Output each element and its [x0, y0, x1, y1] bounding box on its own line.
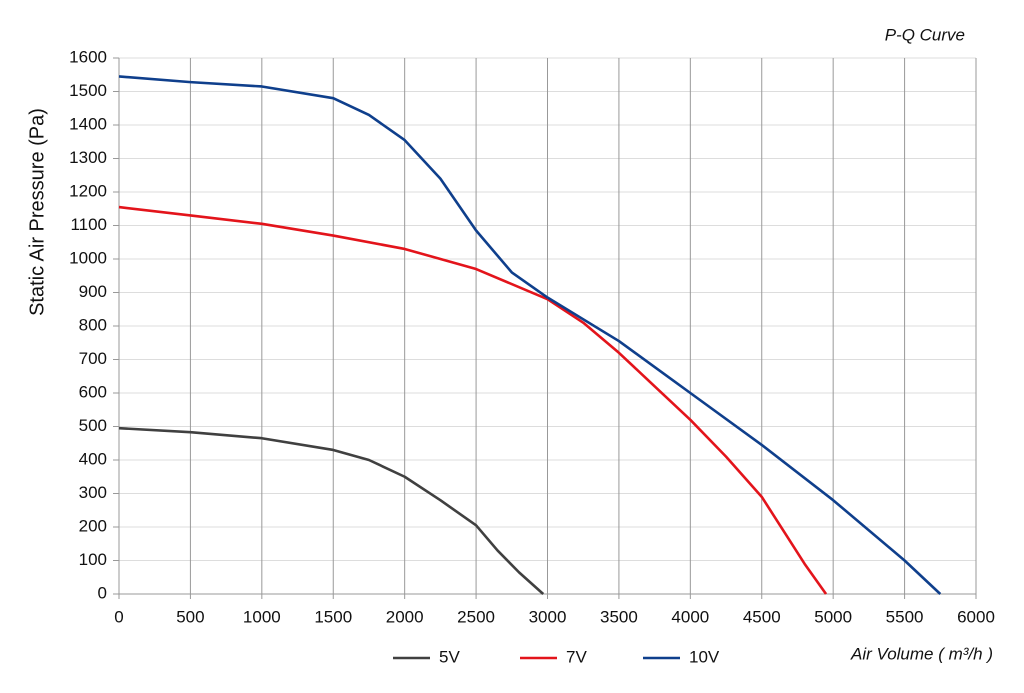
y-tick-label: 1100 — [70, 215, 107, 234]
x-tick-label: 1500 — [314, 607, 352, 626]
y-tick-label: 200 — [79, 516, 107, 535]
x-tick-label: 5500 — [886, 607, 924, 626]
y-tick-label: 500 — [79, 416, 107, 435]
x-tick-label: 5000 — [814, 607, 852, 626]
x-tick-label: 3500 — [600, 607, 638, 626]
y-tick-label: 1300 — [69, 148, 107, 167]
x-tick-label: 4500 — [743, 607, 781, 626]
y-tick-label: 600 — [79, 382, 107, 401]
legend-label: 10V — [689, 647, 720, 666]
y-tick-label: 100 — [79, 550, 107, 569]
x-tick-label: 2500 — [457, 607, 495, 626]
y-tick-label: 400 — [79, 449, 107, 468]
x-tick-label: 4000 — [671, 607, 709, 626]
y-tick-label: 1600 — [69, 47, 107, 66]
line-series — [118, 205, 828, 595]
x-tick-label: 500 — [176, 607, 204, 626]
y-tick-label: 300 — [79, 483, 107, 502]
y-tick-label: 1200 — [69, 181, 107, 200]
x-tick-label: 2000 — [386, 607, 424, 626]
legend-label: 5V — [439, 647, 460, 666]
x-tick-label: 0 — [114, 607, 123, 626]
y-tick-label: 1000 — [69, 248, 107, 267]
line-series — [118, 75, 942, 595]
chart-title: P-Q Curve — [885, 25, 965, 44]
y-tick-label: 800 — [79, 315, 107, 334]
y-tick-label: 700 — [79, 349, 107, 368]
y-tick-label: 1400 — [69, 114, 107, 133]
y-tick-label: 0 — [98, 583, 107, 602]
line-series — [118, 426, 545, 595]
x-tick-label: 1000 — [243, 607, 281, 626]
y-axis-label: Static Air Pressure (Pa) — [26, 108, 48, 316]
y-tick-label: 1500 — [69, 81, 107, 100]
y-tick-label: 900 — [79, 282, 107, 301]
x-tick-label: 6000 — [957, 607, 995, 626]
legend-label: 7V — [566, 647, 587, 666]
x-axis-label: Air Volume ( m³/h ) — [850, 644, 993, 663]
x-tick-label: 3000 — [529, 607, 567, 626]
